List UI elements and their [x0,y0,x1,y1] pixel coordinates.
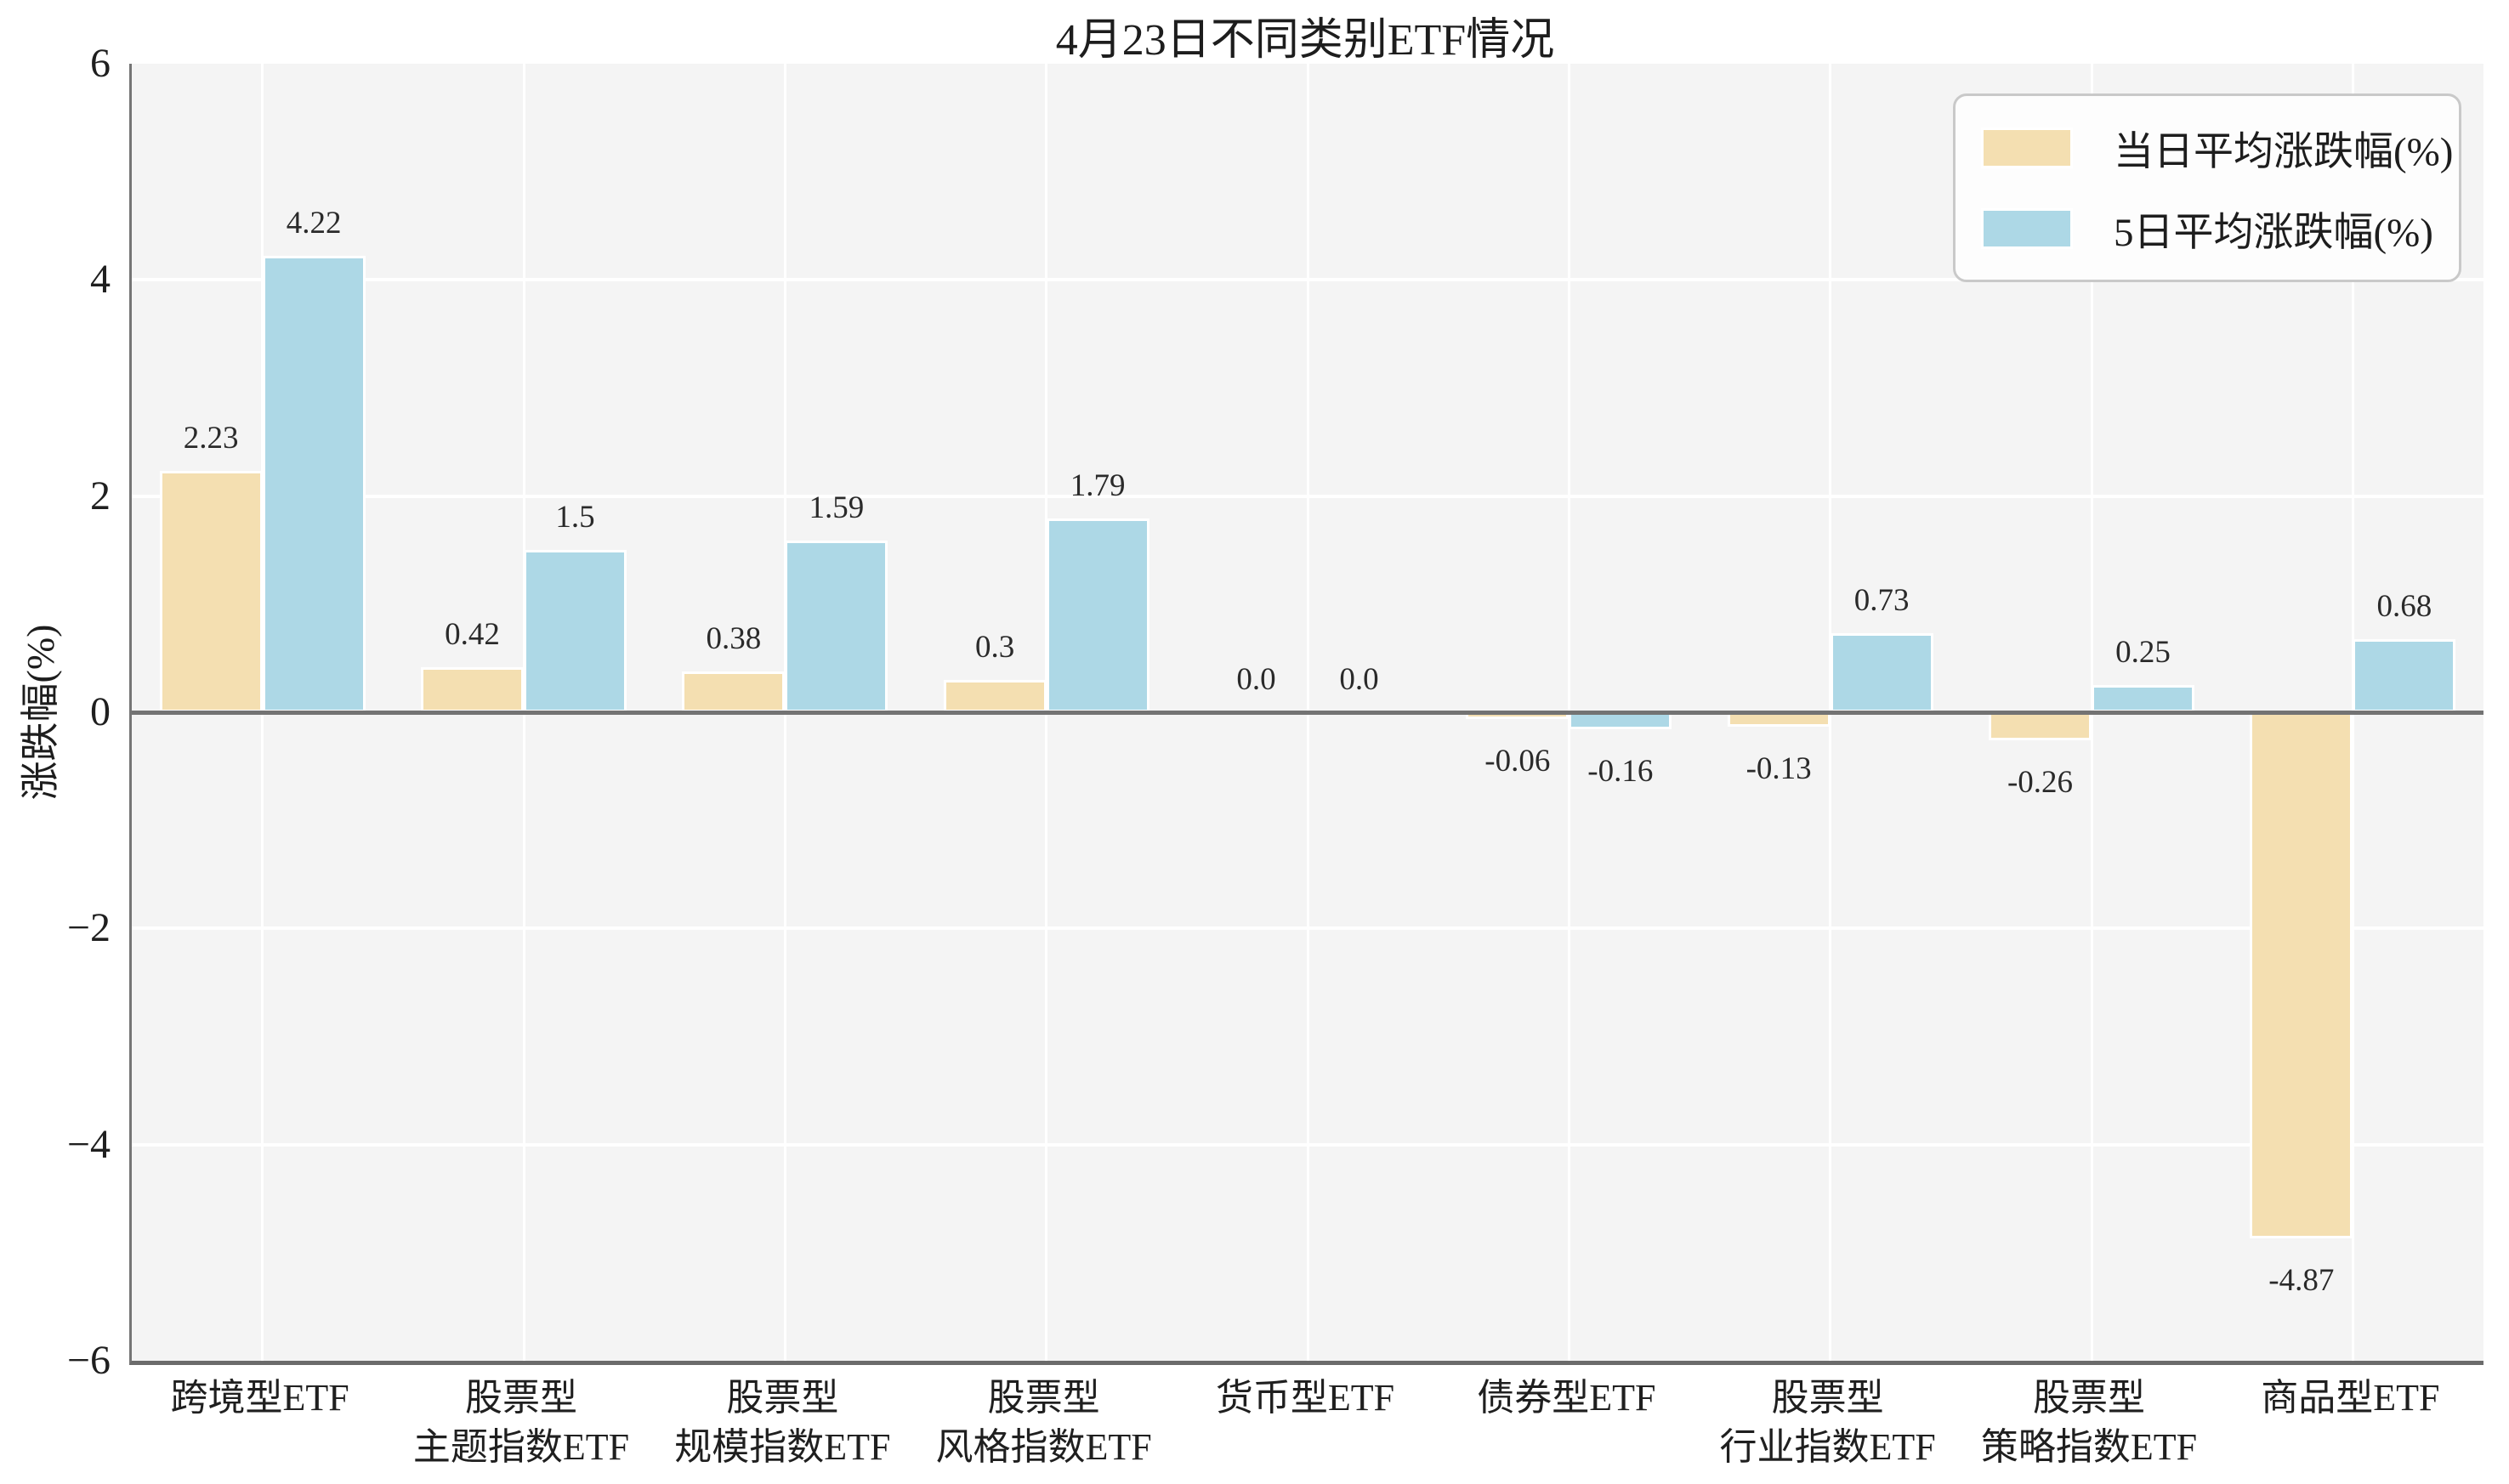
y-tick-2: 2 [90,473,111,518]
bar-5day-6 [1830,633,1933,712]
x-tick-category-6: 股票型 行业指数ETF [1719,1377,1936,1468]
bar-value-label: 2.23 [183,421,239,456]
bar-value-label: -0.06 [1484,743,1551,779]
legend-item-series2: 5日平均涨跌幅(%) [1981,199,2433,258]
legend-label-series1: 当日平均涨跌幅(%) [2114,130,2454,174]
x-axis-tick-labels: 跨境型ETF 股票型 主题指数ETF 股票型 规模指数ETF 股票型 风格指数ETF 货… [129,1374,2481,1479]
bar-value-label: -4.87 [2268,1263,2335,1299]
legend-swatch-series2 [1981,207,2073,249]
bar-daily-3 [943,679,1047,712]
bar-daily-2 [682,671,786,712]
legend-swatch-series1 [1981,127,2073,168]
bar-5day-5 [1569,712,1672,730]
bar-value-label: 0.68 [2376,588,2432,624]
bar-5day-3 [1046,518,1149,712]
bar-5day-7 [2092,685,2194,712]
legend-item-series1: 当日平均涨跌幅(%) [1981,118,2453,177]
horizontal-gridline [132,278,2483,282]
zero-axis-line [132,711,2483,715]
bar-value-label: 4.22 [286,206,342,241]
y-tick-4: 4 [90,257,111,303]
legend-label-series2: 5日平均涨跌幅(%) [2114,211,2433,255]
bar-value-label: -0.16 [1587,754,1654,790]
x-tick-category-8: 商品型ETF [2261,1377,2440,1419]
bar-daily-7 [1989,712,2092,741]
bar-daily-8 [2250,712,2353,1239]
bar-daily-1 [421,666,524,712]
legend: 当日平均涨跌幅(%) 5日平均涨跌幅(%) [1953,93,2461,282]
x-tick-category-7: 股票型 策略指数ETF [1980,1377,2198,1468]
chart-title: 4月23日不同类别ETF情况 [1055,16,1555,65]
x-tick-category-0: 跨境型ETF [170,1377,349,1419]
x-tick-category-5: 债券型ETF [1477,1377,1656,1419]
x-tick-category-1: 股票型 主题指数ETF [412,1377,630,1468]
bar-daily-0 [159,471,263,712]
y-axis-tick-labels: 6 4 2 0 −2 −4 −6 [0,41,111,1383]
bar-value-label: 1.59 [809,490,865,525]
bar-value-label: 1.79 [1070,468,1126,504]
bar-value-label: 0.0 [1236,662,1276,697]
y-tick-0: 0 [90,689,111,734]
x-tick-category-4: 货币型ETF [1215,1377,1395,1419]
y-tick-−6: −6 [66,1338,111,1383]
y-tick-−2: −2 [66,905,111,951]
bar-value-label: 0.3 [975,629,1015,665]
horizontal-gridline [132,1142,2483,1147]
bar-value-label: 0.42 [445,616,500,652]
y-tick-6: 6 [90,41,111,86]
bar-value-label: 1.5 [555,500,595,535]
bar-5day-8 [2353,638,2456,712]
horizontal-gridline [132,926,2483,931]
bar-value-label: 0.73 [1853,583,1910,619]
x-tick-category-3: 股票型 风格指数ETF [935,1377,1152,1468]
bar-5day-0 [262,256,366,712]
bar-value-label: 0.38 [706,620,762,656]
x-tick-category-2: 股票型 规模指数ETF [674,1377,891,1468]
bar-value-label: -0.13 [1746,750,1812,786]
horizontal-gridline [132,494,2483,498]
y-tick-−4: −4 [66,1121,111,1167]
bar-value-label: 0.25 [2115,635,2171,671]
bar-value-label: 0.0 [1339,662,1379,697]
bar-value-label: -0.26 [2007,765,2074,801]
